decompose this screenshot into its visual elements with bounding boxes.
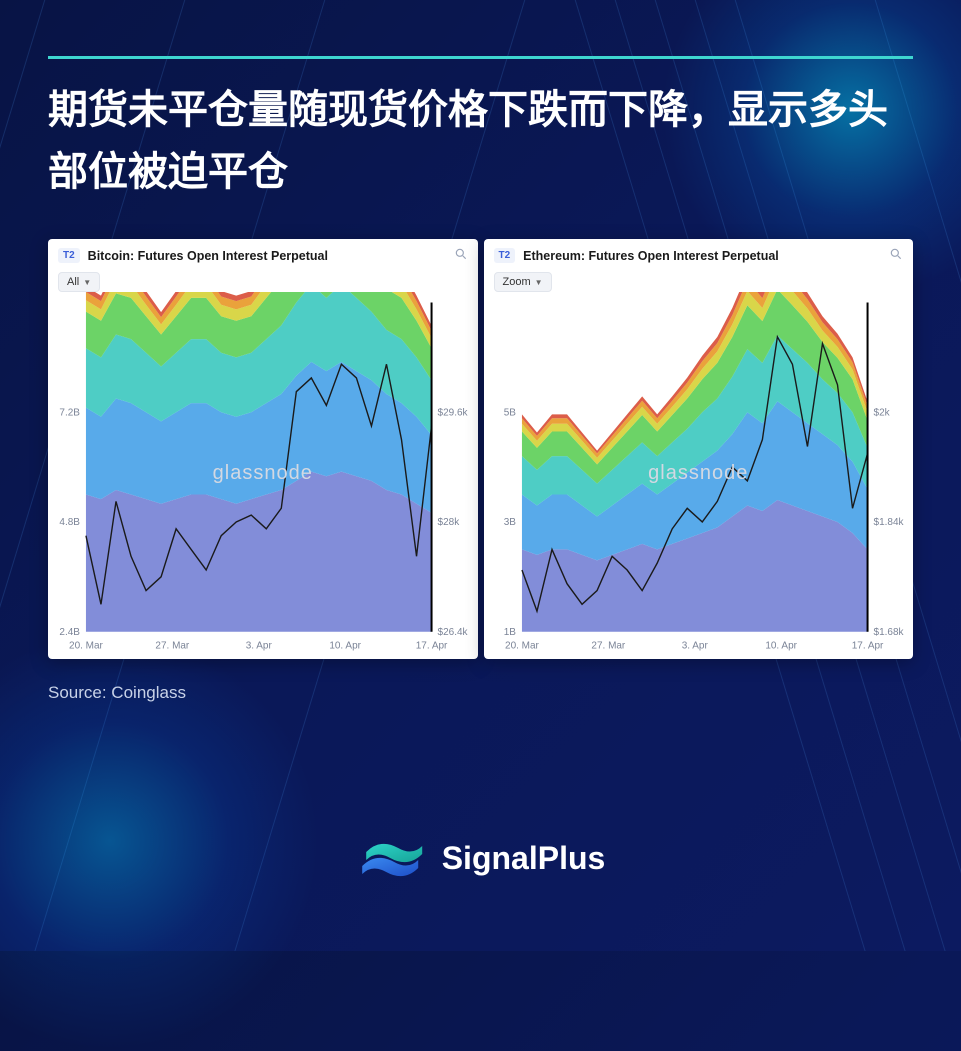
chart-body: 2.4B 4.8B 7.2B $26.4k $28k $29.6k 20. Mar 27. M… — [48, 292, 478, 659]
title-block: 期货未平仓量随现货价格下跌而下降，显示多头部位被迫平仓 — [48, 56, 913, 203]
chart-svg: 2.4B 4.8B 7.2B $26.4k $28k $29.6k 20. Mar 27. M… — [48, 292, 478, 659]
y-right-tick: $28k — [438, 517, 461, 528]
range-pill-label: All — [67, 276, 79, 288]
y-right-tick: $26.4k — [438, 627, 469, 638]
x-tick: 17. Apr — [416, 640, 448, 651]
y-left-tick: 7.2B — [59, 407, 80, 418]
x-tick: 20. Mar — [505, 640, 539, 651]
source-label: Source: Coinglass — [48, 683, 913, 703]
y-left-tick: 4.8B — [59, 517, 80, 528]
brand-name: SignalPlus — [442, 840, 606, 877]
page-title: 期货未平仓量随现货价格下跌而下降，显示多头部位被迫平仓 — [48, 79, 913, 203]
y-left-tick: 3B — [503, 517, 515, 528]
y-right-tick: $29.6k — [438, 407, 469, 418]
t2-badge: T2 — [494, 248, 516, 263]
y-left-tick: 5B — [503, 407, 515, 418]
x-tick: 3. Apr — [246, 640, 273, 651]
range-pill[interactable]: All ▼ — [58, 272, 100, 292]
brand: SignalPlus — [356, 834, 606, 882]
chart-header: T2 Bitcoin: Futures Open Interest Perpetu… — [48, 239, 478, 268]
range-pill[interactable]: Zoom ▼ — [494, 272, 552, 292]
chart-card-1: T2 Ethereum: Futures Open Interest Perpet… — [484, 239, 914, 659]
charts-row: T2 Bitcoin: Futures Open Interest Perpetu… — [48, 239, 913, 659]
x-tick: 27. Mar — [155, 640, 189, 651]
x-tick: 20. Mar — [69, 640, 103, 651]
chart-svg: 1B 3B 5B $1.68k $1.84k $2k 20. Mar 27. Mar 3. Ap… — [484, 292, 914, 659]
chart-title: Ethereum: Futures Open Interest Perpetua… — [523, 249, 779, 263]
brand-logo-icon — [356, 834, 428, 882]
chart-body: 1B 3B 5B $1.68k $1.84k $2k 20. Mar 27. Mar 3. Ap… — [484, 292, 914, 659]
chart-card-0: T2 Bitcoin: Futures Open Interest Perpetu… — [48, 239, 478, 659]
y-left-tick: 2.4B — [59, 627, 80, 638]
magnify-icon[interactable] — [889, 247, 903, 264]
chart-header: T2 Ethereum: Futures Open Interest Perpet… — [484, 239, 914, 268]
caret-down-icon: ▼ — [535, 278, 543, 287]
x-tick: 17. Apr — [851, 640, 883, 651]
x-tick: 27. Mar — [591, 640, 625, 651]
range-pill-label: Zoom — [503, 276, 531, 288]
y-right-tick: $1.68k — [873, 627, 904, 638]
magnify-icon[interactable] — [454, 247, 468, 264]
y-right-tick: $1.84k — [873, 517, 904, 528]
y-right-tick: $2k — [873, 407, 890, 418]
caret-down-icon: ▼ — [83, 278, 91, 287]
t2-badge: T2 — [58, 248, 80, 263]
x-tick: 3. Apr — [681, 640, 708, 651]
x-tick: 10. Apr — [765, 640, 797, 651]
y-left-tick: 1B — [503, 627, 515, 638]
chart-title: Bitcoin: Futures Open Interest Perpetual — [88, 249, 328, 263]
x-tick: 10. Apr — [329, 640, 361, 651]
